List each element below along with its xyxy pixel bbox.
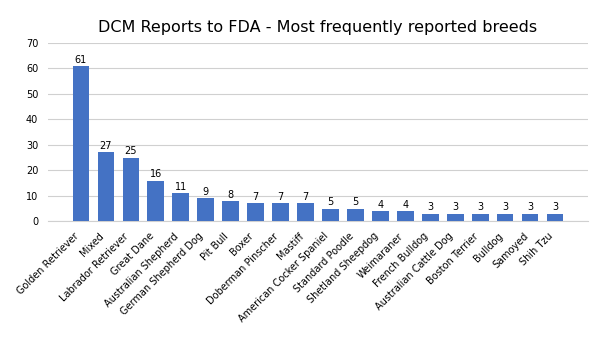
Text: 7: 7 — [253, 192, 259, 202]
Bar — [322, 208, 338, 221]
Text: 5: 5 — [328, 197, 334, 207]
Bar — [447, 214, 464, 221]
Bar — [73, 66, 89, 221]
Bar — [247, 203, 263, 221]
Bar — [347, 208, 364, 221]
Bar — [472, 214, 488, 221]
Bar — [122, 157, 139, 221]
Bar — [197, 198, 214, 221]
Text: 3: 3 — [552, 202, 559, 212]
Text: 7: 7 — [277, 192, 284, 202]
Bar — [223, 201, 239, 221]
Text: 16: 16 — [149, 169, 162, 179]
Text: 3: 3 — [502, 202, 508, 212]
Text: 8: 8 — [227, 190, 233, 200]
Text: 5: 5 — [352, 197, 359, 207]
Bar — [422, 214, 439, 221]
Text: 3: 3 — [478, 202, 484, 212]
Text: 11: 11 — [175, 182, 187, 192]
Bar — [98, 152, 114, 221]
Bar — [148, 181, 164, 221]
Bar — [272, 203, 289, 221]
Bar — [298, 203, 314, 221]
Bar — [397, 211, 413, 221]
Text: 27: 27 — [100, 141, 112, 151]
Text: 3: 3 — [427, 202, 433, 212]
Text: 3: 3 — [452, 202, 458, 212]
Text: 7: 7 — [302, 192, 308, 202]
Bar — [373, 211, 389, 221]
Bar — [172, 193, 189, 221]
Title: DCM Reports to FDA - Most frequently reported breeds: DCM Reports to FDA - Most frequently rep… — [98, 20, 538, 35]
Text: 3: 3 — [527, 202, 533, 212]
Bar — [547, 214, 563, 221]
Text: 61: 61 — [74, 55, 87, 65]
Text: 9: 9 — [203, 187, 209, 197]
Text: 25: 25 — [124, 146, 137, 156]
Bar — [522, 214, 538, 221]
Bar — [497, 214, 514, 221]
Text: 4: 4 — [377, 200, 383, 210]
Text: 4: 4 — [403, 200, 409, 210]
